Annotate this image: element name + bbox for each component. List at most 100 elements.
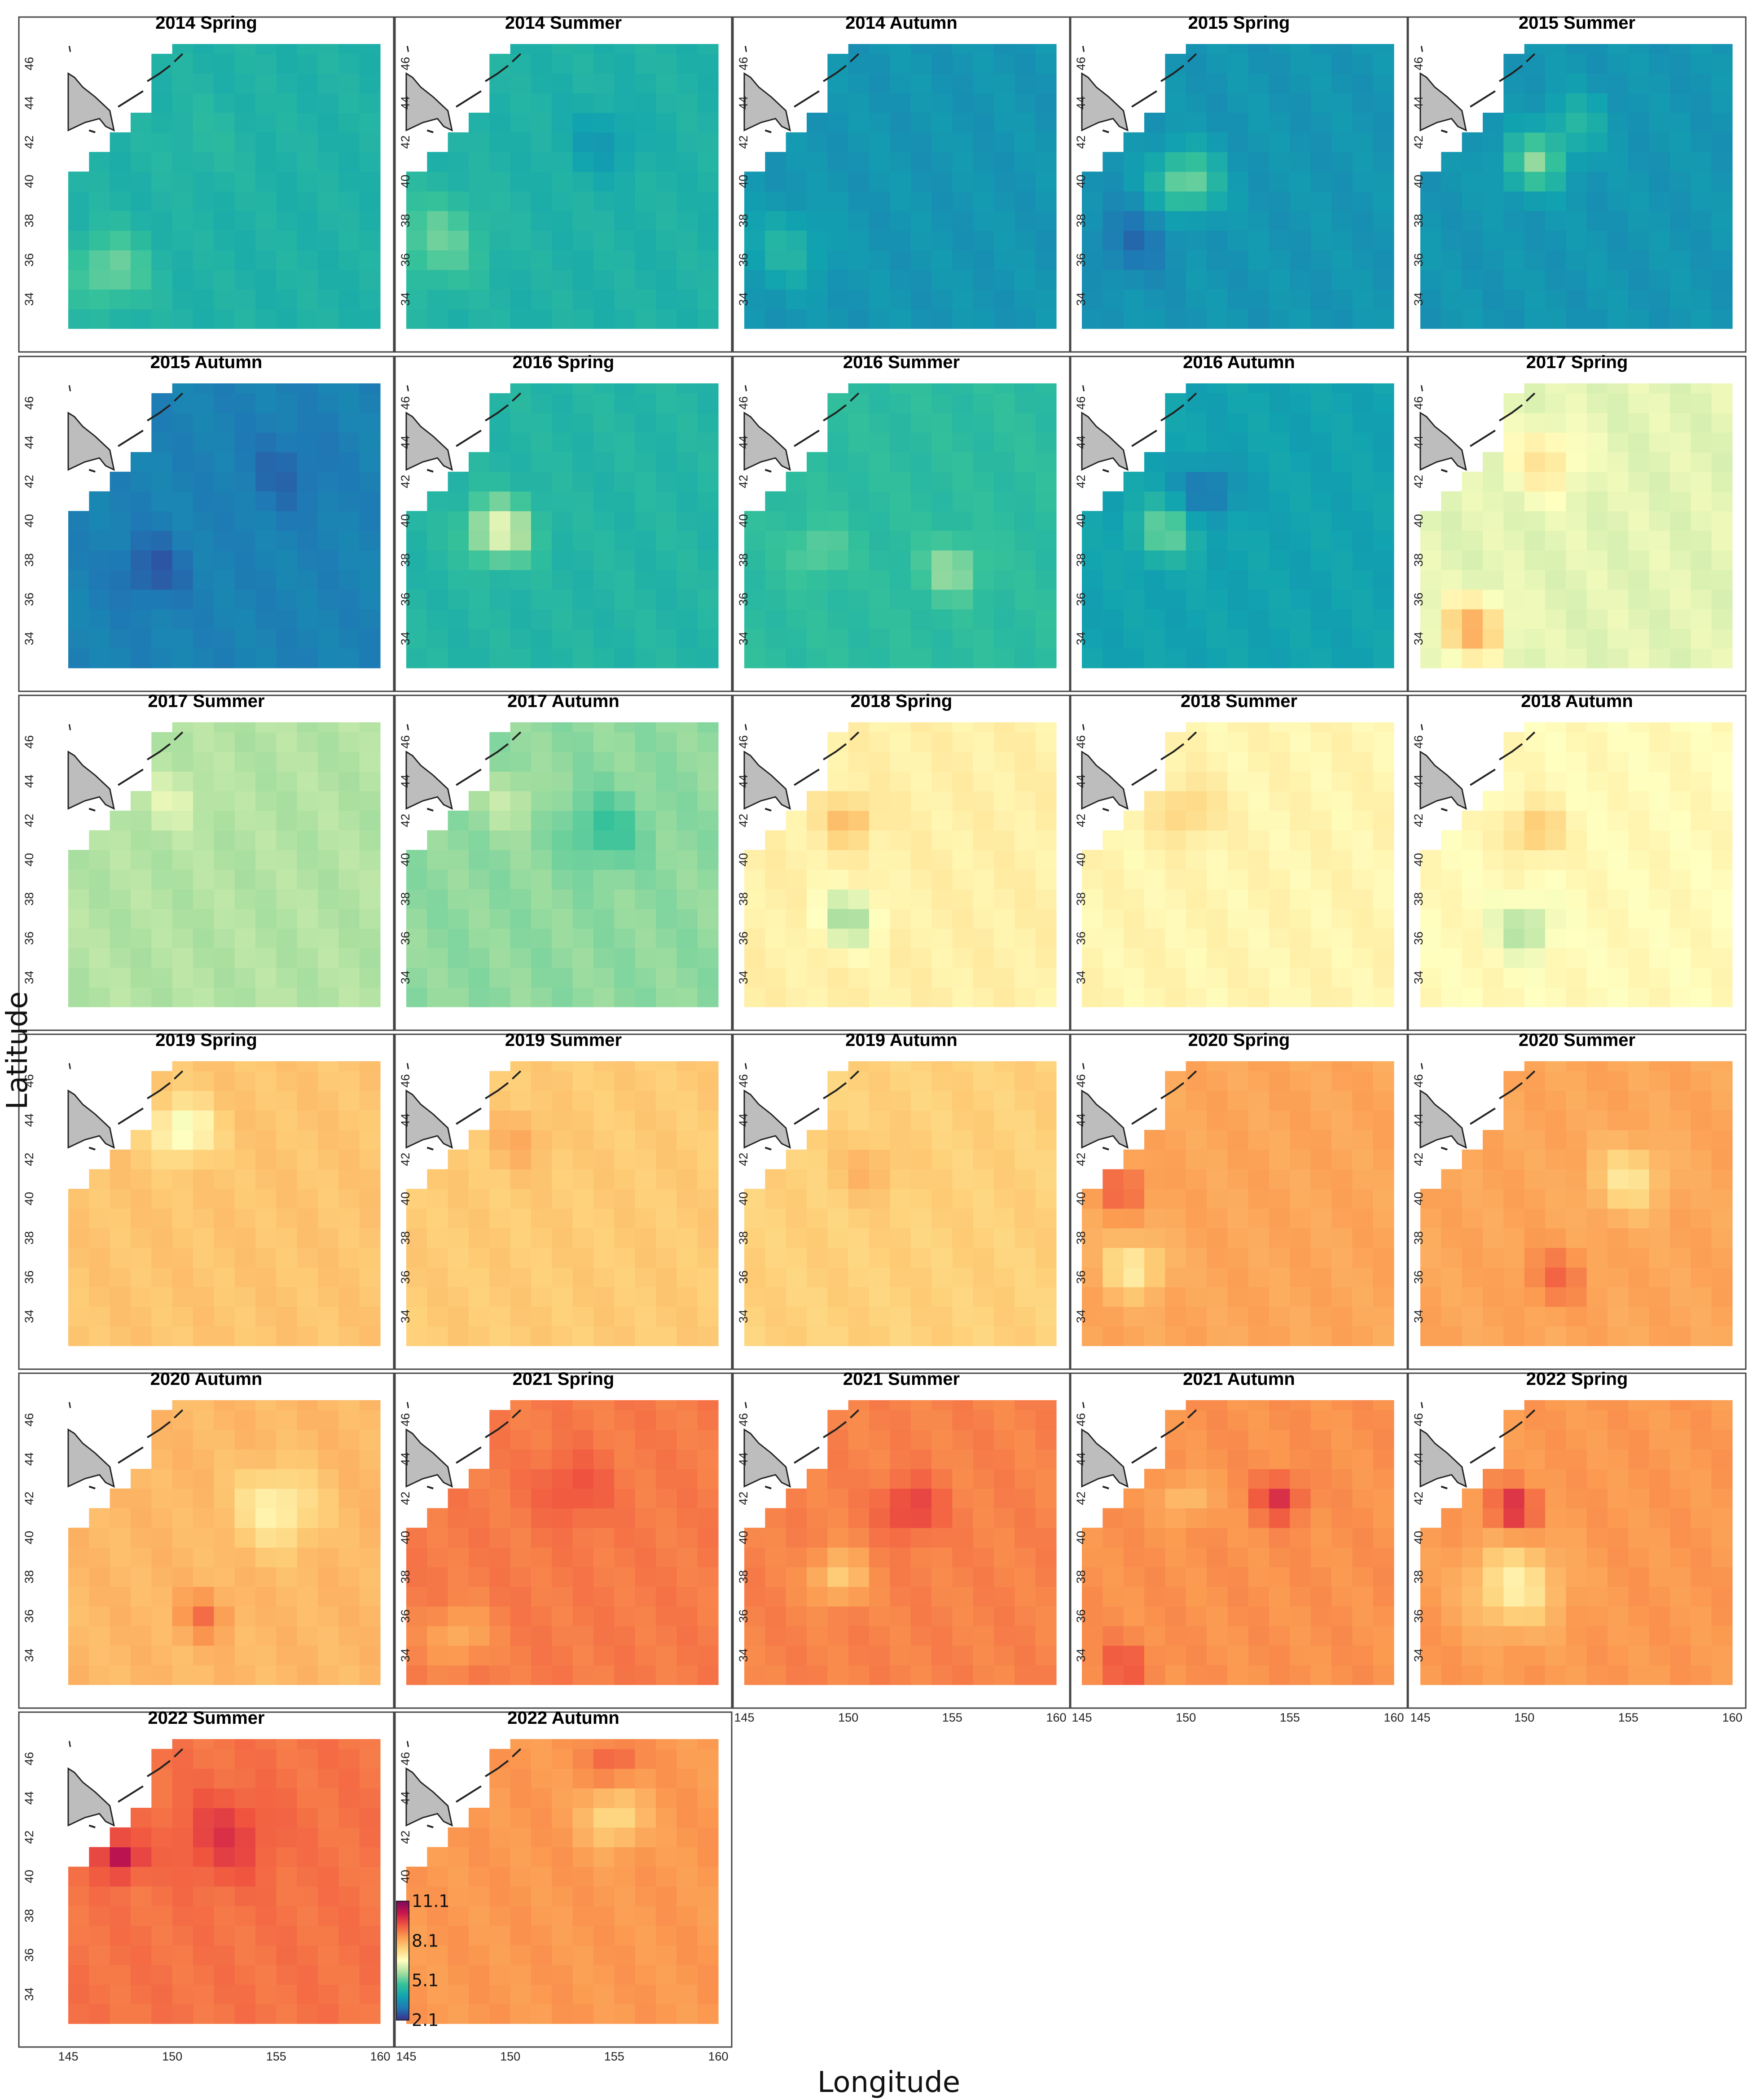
heatmap-cell bbox=[910, 1061, 932, 1072]
heatmap-cell bbox=[110, 1326, 131, 1346]
heatmap-cell bbox=[614, 1606, 636, 1626]
heatmap-cell bbox=[276, 53, 298, 74]
heatmap-cell bbox=[110, 928, 131, 949]
heatmap-cell bbox=[255, 609, 277, 629]
heatmap-cell bbox=[193, 1645, 214, 1665]
heatmap-cell bbox=[89, 648, 110, 668]
heatmap-cell bbox=[786, 1208, 807, 1229]
heatmap-cell bbox=[676, 393, 698, 413]
heatmap-cell bbox=[255, 1149, 277, 1170]
heatmap-cell bbox=[848, 1586, 870, 1607]
heatmap-cell bbox=[276, 1208, 298, 1229]
heatmap-cell bbox=[952, 211, 974, 231]
heatmap-cell bbox=[1503, 648, 1525, 668]
y-tick-label: 34 bbox=[22, 1648, 36, 1662]
heatmap-cell bbox=[931, 751, 953, 772]
heatmap-cell bbox=[131, 1130, 152, 1150]
heatmap-cell bbox=[1628, 73, 1650, 93]
heatmap-cell bbox=[1123, 889, 1145, 909]
heatmap-cell bbox=[359, 751, 381, 772]
heatmap-cell bbox=[234, 771, 256, 791]
heatmap-cell bbox=[1165, 909, 1186, 929]
heatmap-cell bbox=[110, 589, 131, 610]
heatmap-cell bbox=[338, 1400, 360, 1410]
heatmap-cell bbox=[68, 250, 89, 270]
heatmap-cell bbox=[1269, 1208, 1290, 1229]
heatmap-cell bbox=[1586, 1189, 1608, 1209]
heatmap-cells bbox=[1082, 383, 1394, 668]
coastline-fragment bbox=[1420, 46, 1423, 52]
heatmap-cell bbox=[1566, 1130, 1587, 1150]
heatmap-cell bbox=[1269, 171, 1290, 192]
heatmap-cell bbox=[827, 432, 849, 453]
heatmap-cell bbox=[338, 93, 360, 113]
heatmap-cell bbox=[318, 987, 339, 1007]
heatmap-cell bbox=[848, 152, 870, 172]
heatmap-cell bbox=[890, 1508, 911, 1528]
heatmap-cell bbox=[676, 751, 698, 772]
heatmap-cell bbox=[427, 1208, 448, 1229]
heatmap-cell bbox=[656, 967, 677, 988]
heatmap-cell bbox=[1566, 1189, 1587, 1209]
island bbox=[485, 743, 509, 760]
heatmap-cell bbox=[1628, 152, 1650, 172]
heatmap-cell bbox=[131, 530, 152, 551]
heatmap-cell bbox=[1441, 491, 1463, 511]
heatmap-cell bbox=[656, 628, 677, 649]
heatmap-cell bbox=[1711, 250, 1733, 270]
heatmap-cell bbox=[1103, 550, 1124, 570]
heatmap-cell bbox=[614, 1567, 636, 1587]
heatmap-cell bbox=[1310, 250, 1332, 270]
heatmap-cell bbox=[427, 309, 448, 329]
heatmap-cell bbox=[1608, 609, 1629, 629]
heatmap-cell bbox=[656, 269, 677, 290]
y-tick-label: 40 bbox=[22, 1192, 36, 1205]
heatmap-cell bbox=[1310, 948, 1332, 968]
heatmap-cell bbox=[151, 152, 173, 172]
heatmap-cell bbox=[1331, 1287, 1353, 1307]
heatmap-cell bbox=[448, 269, 469, 290]
island bbox=[794, 90, 820, 108]
heatmap-cell bbox=[1227, 948, 1249, 968]
y-tick-label: 40 bbox=[399, 175, 412, 188]
heatmap-cell bbox=[1373, 73, 1394, 93]
heatmap-cell bbox=[952, 309, 974, 329]
heatmap-cell bbox=[890, 383, 911, 394]
heatmap-cell bbox=[676, 850, 698, 870]
heatmap-cell bbox=[1586, 1248, 1608, 1268]
y-tick-label: 34 bbox=[1074, 632, 1088, 645]
heatmap-cell bbox=[338, 791, 360, 811]
heatmap-cell bbox=[786, 550, 807, 570]
heatmap-cell bbox=[276, 113, 298, 133]
heatmap-cell bbox=[676, 269, 698, 290]
heatmap-cell bbox=[1649, 44, 1670, 54]
heatmap-cell bbox=[68, 628, 89, 649]
heatmap-cell bbox=[531, 1287, 552, 1307]
heatmap-cell bbox=[952, 383, 974, 394]
heatmap-cell bbox=[1227, 570, 1249, 590]
heatmap-cell bbox=[151, 250, 173, 270]
heatmap-cell bbox=[1670, 1061, 1691, 1072]
heatmap-cell bbox=[1186, 171, 1207, 192]
heatmap-cell bbox=[635, 1469, 656, 1489]
heatmap-cell bbox=[1691, 73, 1712, 93]
y-tick-label: 44 bbox=[737, 96, 750, 110]
heatmap-cell bbox=[869, 1645, 890, 1665]
heatmap-cell bbox=[552, 1189, 573, 1209]
heatmap-cell bbox=[697, 1528, 719, 1548]
heatmap-cell bbox=[448, 987, 469, 1007]
heatmap-cell bbox=[765, 948, 786, 968]
heatmap-cell bbox=[572, 53, 594, 74]
heatmap-cell bbox=[890, 93, 911, 113]
heatmap-cell bbox=[489, 309, 511, 329]
heatmap-cell bbox=[1015, 1326, 1036, 1346]
heatmap-cell bbox=[1566, 1248, 1587, 1268]
heatmap-cell bbox=[338, 432, 360, 453]
y-tick-label: 38 bbox=[1074, 553, 1088, 567]
heatmap-cell bbox=[1649, 948, 1670, 968]
y-tick-label: 42 bbox=[22, 136, 36, 149]
heatmap-cell bbox=[848, 491, 870, 511]
heatmap-cell bbox=[765, 909, 786, 929]
heatmap-cell bbox=[1290, 1326, 1311, 1346]
island bbox=[118, 769, 144, 786]
